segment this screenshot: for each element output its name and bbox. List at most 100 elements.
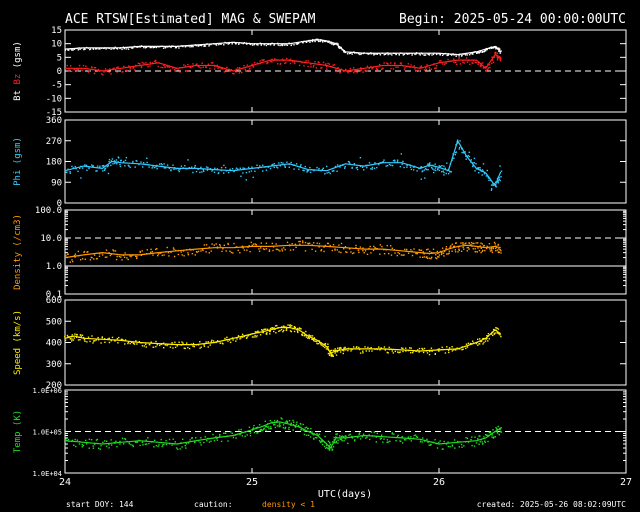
speed-data-point (293, 327, 296, 329)
phi-data-point (224, 166, 227, 169)
speed-data-point (240, 337, 242, 339)
bz-data-point (226, 66, 228, 68)
bz-data-point (177, 69, 179, 71)
mag-ytick-label: 15 (51, 26, 62, 36)
bt-data-point (137, 46, 140, 48)
temp-data-point (334, 442, 336, 444)
bz-data-point (480, 65, 482, 67)
temp-data-point (128, 442, 130, 444)
temp-data-point (191, 437, 193, 439)
phi-data-point (465, 155, 467, 157)
temp-data-point (499, 428, 501, 431)
bz-data-point (366, 70, 368, 72)
density-data-point (441, 252, 443, 254)
temp-data-point (73, 444, 75, 446)
bt-data-point (234, 41, 236, 44)
bz-data-point (90, 66, 93, 68)
bt-data-point (441, 54, 444, 56)
temp-data-point (269, 419, 271, 422)
density-data-point (84, 258, 86, 260)
speed-data-point (364, 346, 366, 348)
speed-data-point (152, 346, 155, 348)
density-data-point (495, 245, 497, 247)
phi-data-point (69, 172, 71, 174)
temp-data-point (329, 443, 332, 445)
bz-data-point (289, 62, 292, 65)
density-data-point (221, 250, 223, 253)
density-data-point (67, 253, 69, 255)
phi-data-point (399, 165, 401, 168)
speed-data-point (241, 333, 244, 336)
speed-data-point (440, 349, 442, 351)
phi-data-point (313, 169, 316, 171)
speed-data-point (305, 336, 308, 338)
temp-data-point (282, 427, 285, 429)
speed-data-point (227, 340, 229, 342)
speed-data-point (350, 350, 352, 352)
density-data-point (402, 254, 404, 256)
speed-data-point (224, 337, 226, 340)
bz-data-point (310, 63, 312, 65)
phi-data-point (394, 160, 396, 162)
phi-data-point (468, 155, 471, 158)
speed-data-point (358, 348, 361, 351)
bt-data-point (251, 44, 254, 46)
temp-data-point (328, 448, 331, 450)
bz-data-point (353, 71, 355, 74)
temp-data-point (461, 446, 463, 448)
temp-data-point (416, 436, 419, 438)
bz-data-point (482, 62, 484, 64)
density-data-point (385, 249, 387, 251)
temp-data-point (124, 437, 126, 440)
bz-data-point (339, 71, 342, 73)
density-data-point (486, 247, 488, 250)
bz-data-point (116, 66, 118, 69)
bz-data-point (495, 53, 497, 55)
temp-data-point (270, 427, 272, 430)
phi-data-point (458, 148, 460, 150)
temp-data-point (484, 440, 486, 442)
phi-data-point (173, 168, 175, 171)
bz-data-point (181, 66, 183, 69)
speed-data-point (341, 349, 344, 351)
bt-data-point (139, 46, 142, 48)
bt-data-point (180, 45, 182, 47)
bz-data-point (326, 65, 328, 68)
speed-data-point (496, 332, 498, 334)
bt-data-point (239, 42, 241, 44)
bt-data-point (68, 49, 70, 51)
speed-data-point (80, 334, 82, 336)
bt-data-point (314, 40, 316, 43)
temp-data-point (329, 441, 331, 444)
density-data-point (210, 250, 212, 252)
density-data-point (139, 251, 141, 253)
density-data-point (281, 248, 283, 250)
phi-data-point (225, 170, 228, 172)
density-data-point (289, 245, 291, 247)
bt-data-point (143, 46, 145, 49)
phi-data-point (99, 165, 101, 167)
speed-data-point (343, 348, 345, 350)
temp-data-point (400, 440, 402, 443)
density-data-point (105, 249, 108, 251)
density-data-point (381, 245, 383, 248)
temp-data-point (265, 425, 268, 428)
temp-data-point (353, 440, 356, 442)
bz-data-point (187, 69, 189, 72)
speed-data-point (180, 344, 183, 346)
bt-data-point (363, 52, 365, 54)
phi-data-point (168, 167, 170, 169)
phi-data-point (482, 170, 485, 173)
bt-data-point (79, 48, 81, 50)
density-data-point (355, 244, 357, 247)
phi-data-point (392, 159, 395, 162)
phi-data-point (424, 177, 426, 179)
speed-data-point (493, 328, 495, 331)
density-data-point (324, 244, 326, 247)
bt-data-point (322, 41, 324, 43)
temp-data-point (413, 434, 415, 437)
speed-data-point (297, 327, 299, 330)
speed-data-point (375, 348, 378, 350)
phi-data-point (91, 164, 93, 166)
temp-data-point (345, 435, 347, 437)
